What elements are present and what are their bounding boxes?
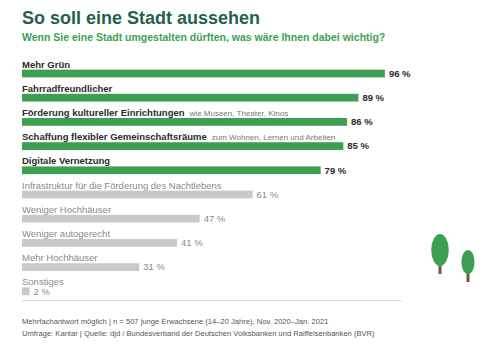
decoration <box>431 234 474 282</box>
data-label: 89 % <box>362 92 384 103</box>
footnote: Mehrfachantwort möglich | n = 507 junge … <box>22 317 328 326</box>
bar <box>22 94 358 102</box>
x-axis-line <box>23 301 401 303</box>
category-label: Fahrradfreundlicher <box>22 83 113 94</box>
data-label: 85 % <box>347 140 369 151</box>
data-label: 79 % <box>325 165 347 176</box>
data-label: 41 % <box>181 237 203 248</box>
bar <box>22 215 200 223</box>
category-note: wie Museen, Theater, Kinos <box>189 109 289 118</box>
bar <box>22 166 321 174</box>
category-label: Förderung kultureller Einrichtungen <box>22 107 185 118</box>
labels: Mehr Grün 96 % Fahrradfreundlicher 89 % Förd… <box>22 59 411 297</box>
bars <box>22 70 385 296</box>
bar <box>22 142 343 150</box>
category-label: Schaffung flexibler Gemeinschaftsräume <box>22 131 207 142</box>
data-label: 61 % <box>257 189 279 200</box>
data-label: 47 % <box>204 213 226 224</box>
bar <box>22 118 347 126</box>
bar <box>22 70 385 78</box>
bar <box>22 239 177 247</box>
x-axis <box>23 301 401 303</box>
data-label: 2 % <box>34 286 51 297</box>
category-label: Weniger autogerecht <box>22 228 110 239</box>
bar <box>22 263 139 271</box>
category-note: zum Wohnen, Lernen und Arbeiten <box>212 133 336 142</box>
data-label: 96 % <box>389 68 411 79</box>
category-label: Digitale Vernetzung <box>22 155 110 166</box>
tree-crown <box>431 234 449 266</box>
category-label: Infrastruktur für die Förderung des Nach… <box>22 180 222 191</box>
category-label: Weniger Hochhäuser <box>22 204 111 215</box>
bar <box>22 191 253 199</box>
chart: So soll eine Stadt aussehen Wenn Sie eine… <box>0 0 494 355</box>
subtitle: Wenn Sie eine Stadt umgestalten dürften,… <box>22 31 385 43</box>
category-label: Mehr Hochhäuser <box>22 252 98 263</box>
category-label: Mehr Grün <box>22 59 70 70</box>
bar <box>22 287 30 295</box>
tree-crown <box>461 250 474 274</box>
footnote: Umfrage: Kantar | Quelle: djd / Bundesve… <box>22 329 375 338</box>
title: So soll eine Stadt aussehen <box>22 8 260 28</box>
data-label: 86 % <box>351 116 373 127</box>
data-label: 31 % <box>143 261 165 272</box>
